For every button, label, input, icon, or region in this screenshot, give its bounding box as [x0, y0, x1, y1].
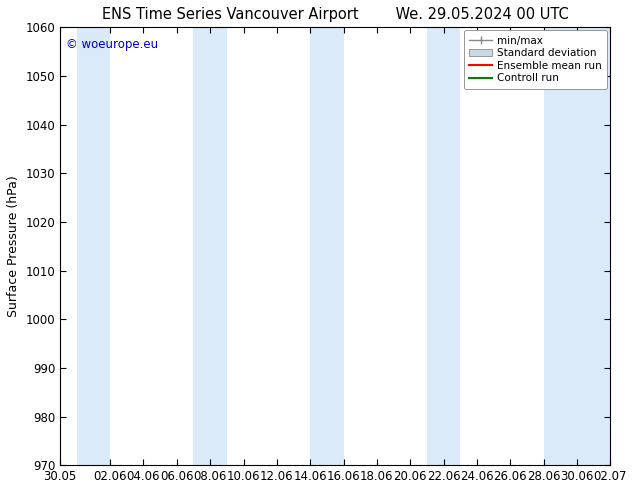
Bar [543, 27, 611, 465]
Bar [310, 27, 344, 465]
Y-axis label: Surface Pressure (hPa): Surface Pressure (hPa) [7, 175, 20, 317]
Title: ENS Time Series Vancouver Airport        We. 29.05.2024 00 UTC: ENS Time Series Vancouver Airport We. 29… [102, 7, 569, 22]
Legend: min/max, Standard deviation, Ensemble mean run, Controll run: min/max, Standard deviation, Ensemble me… [464, 30, 607, 89]
Text: © woeurope.eu: © woeurope.eu [65, 38, 158, 51]
Bar [77, 27, 110, 465]
Bar [193, 27, 227, 465]
Bar [427, 27, 460, 465]
